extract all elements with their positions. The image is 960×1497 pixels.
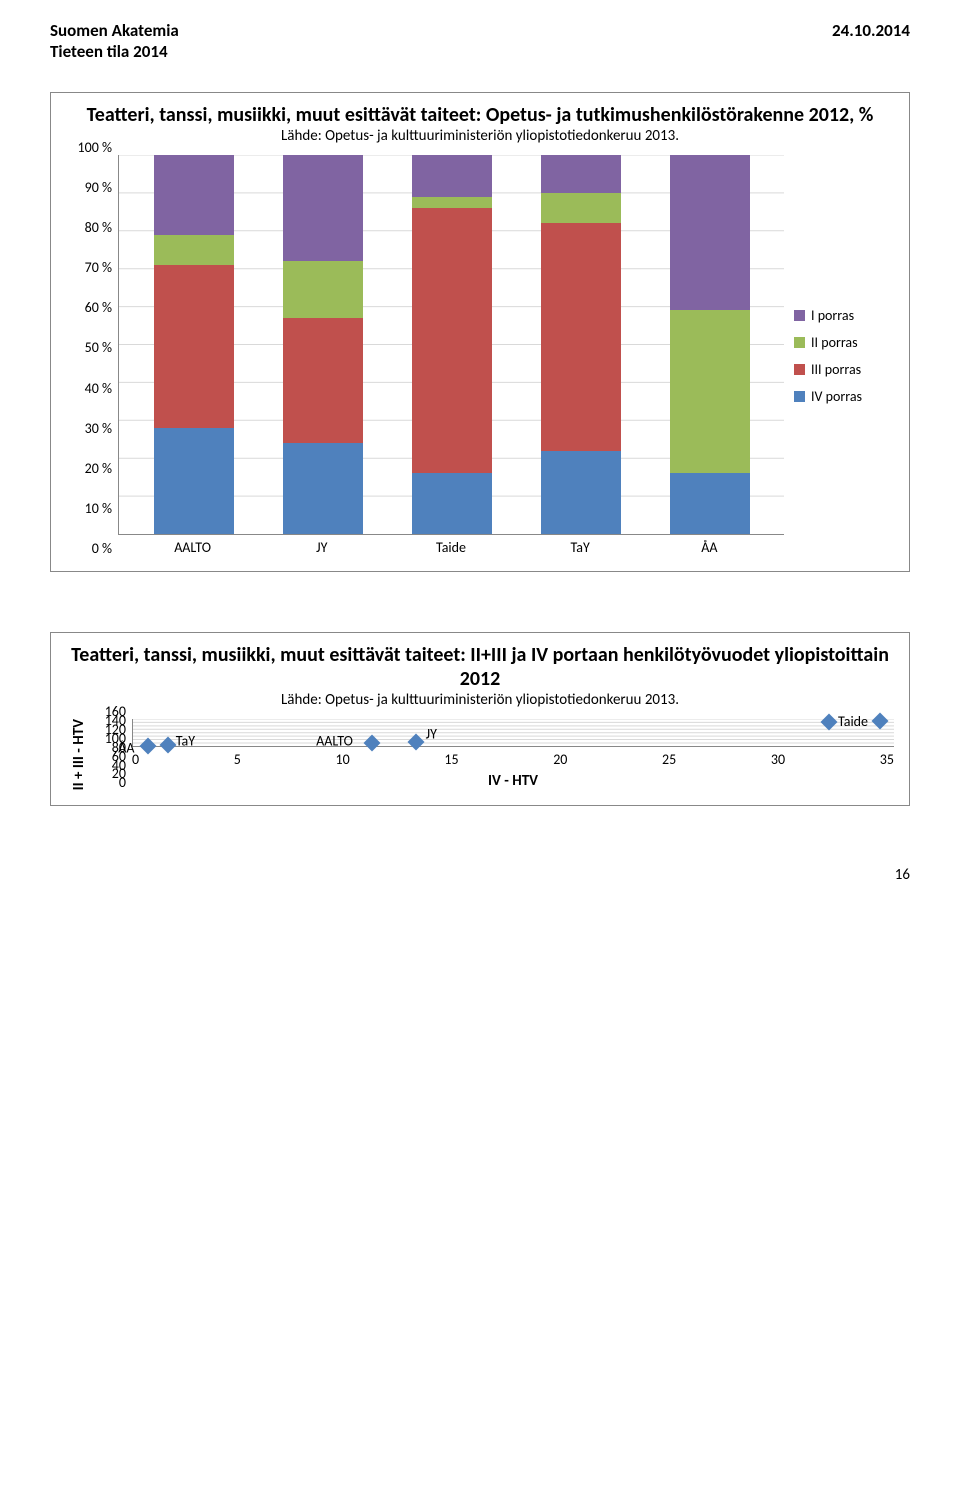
seg-III-porras bbox=[283, 318, 363, 443]
seg-IV-porras bbox=[154, 428, 234, 534]
chart1-plot bbox=[118, 155, 784, 535]
chart2-xaxis: 05101520253035 bbox=[132, 747, 894, 768]
chart1-yaxis: 100 %90 %80 %70 %60 %50 %40 %30 %20 %10 … bbox=[66, 155, 118, 556]
legend-item-III-porras: III porras bbox=[794, 361, 894, 378]
seg-IV-porras bbox=[541, 451, 621, 534]
chart2-legend-item: Taide bbox=[838, 713, 886, 730]
legend-swatch bbox=[794, 337, 805, 348]
seg-IV-porras bbox=[283, 443, 363, 534]
header-left2: Tieteen tila 2014 bbox=[50, 41, 910, 62]
legend-swatch bbox=[794, 364, 805, 375]
header-left1: Suomen Akatemia bbox=[50, 20, 179, 41]
seg-IV-porras bbox=[412, 473, 492, 534]
legend-label: IV porras bbox=[811, 388, 862, 405]
seg-I-porras bbox=[412, 155, 492, 197]
header-right: 24.10.2014 bbox=[832, 20, 910, 41]
chart2-container: Teatteri, tanssi, musiikki, muut esittäv… bbox=[50, 632, 910, 806]
seg-I-porras bbox=[670, 155, 750, 310]
seg-II-porras bbox=[541, 193, 621, 223]
legend-swatch bbox=[794, 310, 805, 321]
xtick: 35 bbox=[880, 751, 894, 768]
page-number: 16 bbox=[50, 866, 910, 884]
xlabel-AALTO: AALTO bbox=[153, 539, 233, 556]
diamond-icon bbox=[872, 713, 889, 730]
seg-III-porras bbox=[412, 208, 492, 473]
legend-item-I-porras: I porras bbox=[794, 307, 894, 324]
seg-I-porras bbox=[541, 155, 621, 193]
xlabel-Taide: Taide bbox=[411, 539, 491, 556]
legend-label: II porras bbox=[811, 334, 858, 351]
bar-JY bbox=[283, 155, 363, 534]
chart2-grid bbox=[133, 719, 894, 746]
marker-label-JY: JY bbox=[426, 726, 437, 743]
chart1-subtitle: Lähde: Opetus- ja kulttuuriministeriön y… bbox=[66, 127, 894, 145]
bar-Taide bbox=[412, 155, 492, 534]
chart1-bars bbox=[119, 155, 784, 534]
chart2-plot: ÅATaYAALTOJYTaide bbox=[132, 719, 894, 747]
seg-IV-porras bbox=[670, 473, 750, 534]
bar-AALTO bbox=[154, 155, 234, 534]
seg-I-porras bbox=[283, 155, 363, 261]
legend-label: III porras bbox=[811, 361, 861, 378]
seg-III-porras bbox=[154, 265, 234, 428]
bar-ÅA bbox=[670, 155, 750, 534]
legend-item-IV-porras: IV porras bbox=[794, 388, 894, 405]
xlabel-JY: JY bbox=[282, 539, 362, 556]
xtick: 15 bbox=[444, 751, 458, 768]
chart2-legend-label: Taide bbox=[838, 713, 868, 730]
seg-II-porras bbox=[670, 310, 750, 473]
marker-label-TaY: TaY bbox=[176, 733, 195, 750]
xlabel-ÅA: ÅA bbox=[669, 539, 749, 556]
xtick: 20 bbox=[553, 751, 567, 768]
seg-II-porras bbox=[412, 197, 492, 208]
seg-I-porras bbox=[154, 155, 234, 235]
xlabel-TaY: TaY bbox=[540, 539, 620, 556]
chart2-title: Teatteri, tanssi, musiikki, muut esittäv… bbox=[66, 643, 894, 691]
chart1-xaxis: AALTO JY Taide TaY ÅA bbox=[118, 535, 784, 556]
xtick: 30 bbox=[771, 751, 785, 768]
chart2-ylabel: II + III - HTV bbox=[66, 719, 92, 790]
chart2-xlabel: IV - HTV bbox=[132, 772, 894, 790]
xtick: 10 bbox=[336, 751, 350, 768]
seg-II-porras bbox=[154, 235, 234, 265]
bar-TaY bbox=[541, 155, 621, 534]
legend-swatch bbox=[794, 391, 805, 402]
chart1-container: Teatteri, tanssi, musiikki, muut esittäv… bbox=[50, 92, 910, 572]
chart1-legend: I porras II porras III porras IV porras bbox=[784, 155, 894, 556]
legend-item-II-porras: II porras bbox=[794, 334, 894, 351]
xtick: 25 bbox=[662, 751, 676, 768]
legend-label: I porras bbox=[811, 307, 854, 324]
marker-label-AALTO: AALTO bbox=[316, 732, 353, 749]
seg-II-porras bbox=[283, 261, 363, 318]
marker-label-ÅA: ÅA bbox=[118, 739, 134, 756]
chart1-title: Teatteri, tanssi, musiikki, muut esittäv… bbox=[66, 103, 894, 127]
xtick: 5 bbox=[234, 751, 241, 768]
seg-III-porras bbox=[541, 223, 621, 450]
chart2-subtitle: Lähde: Opetus- ja kulttuuriministeriön y… bbox=[66, 691, 894, 709]
